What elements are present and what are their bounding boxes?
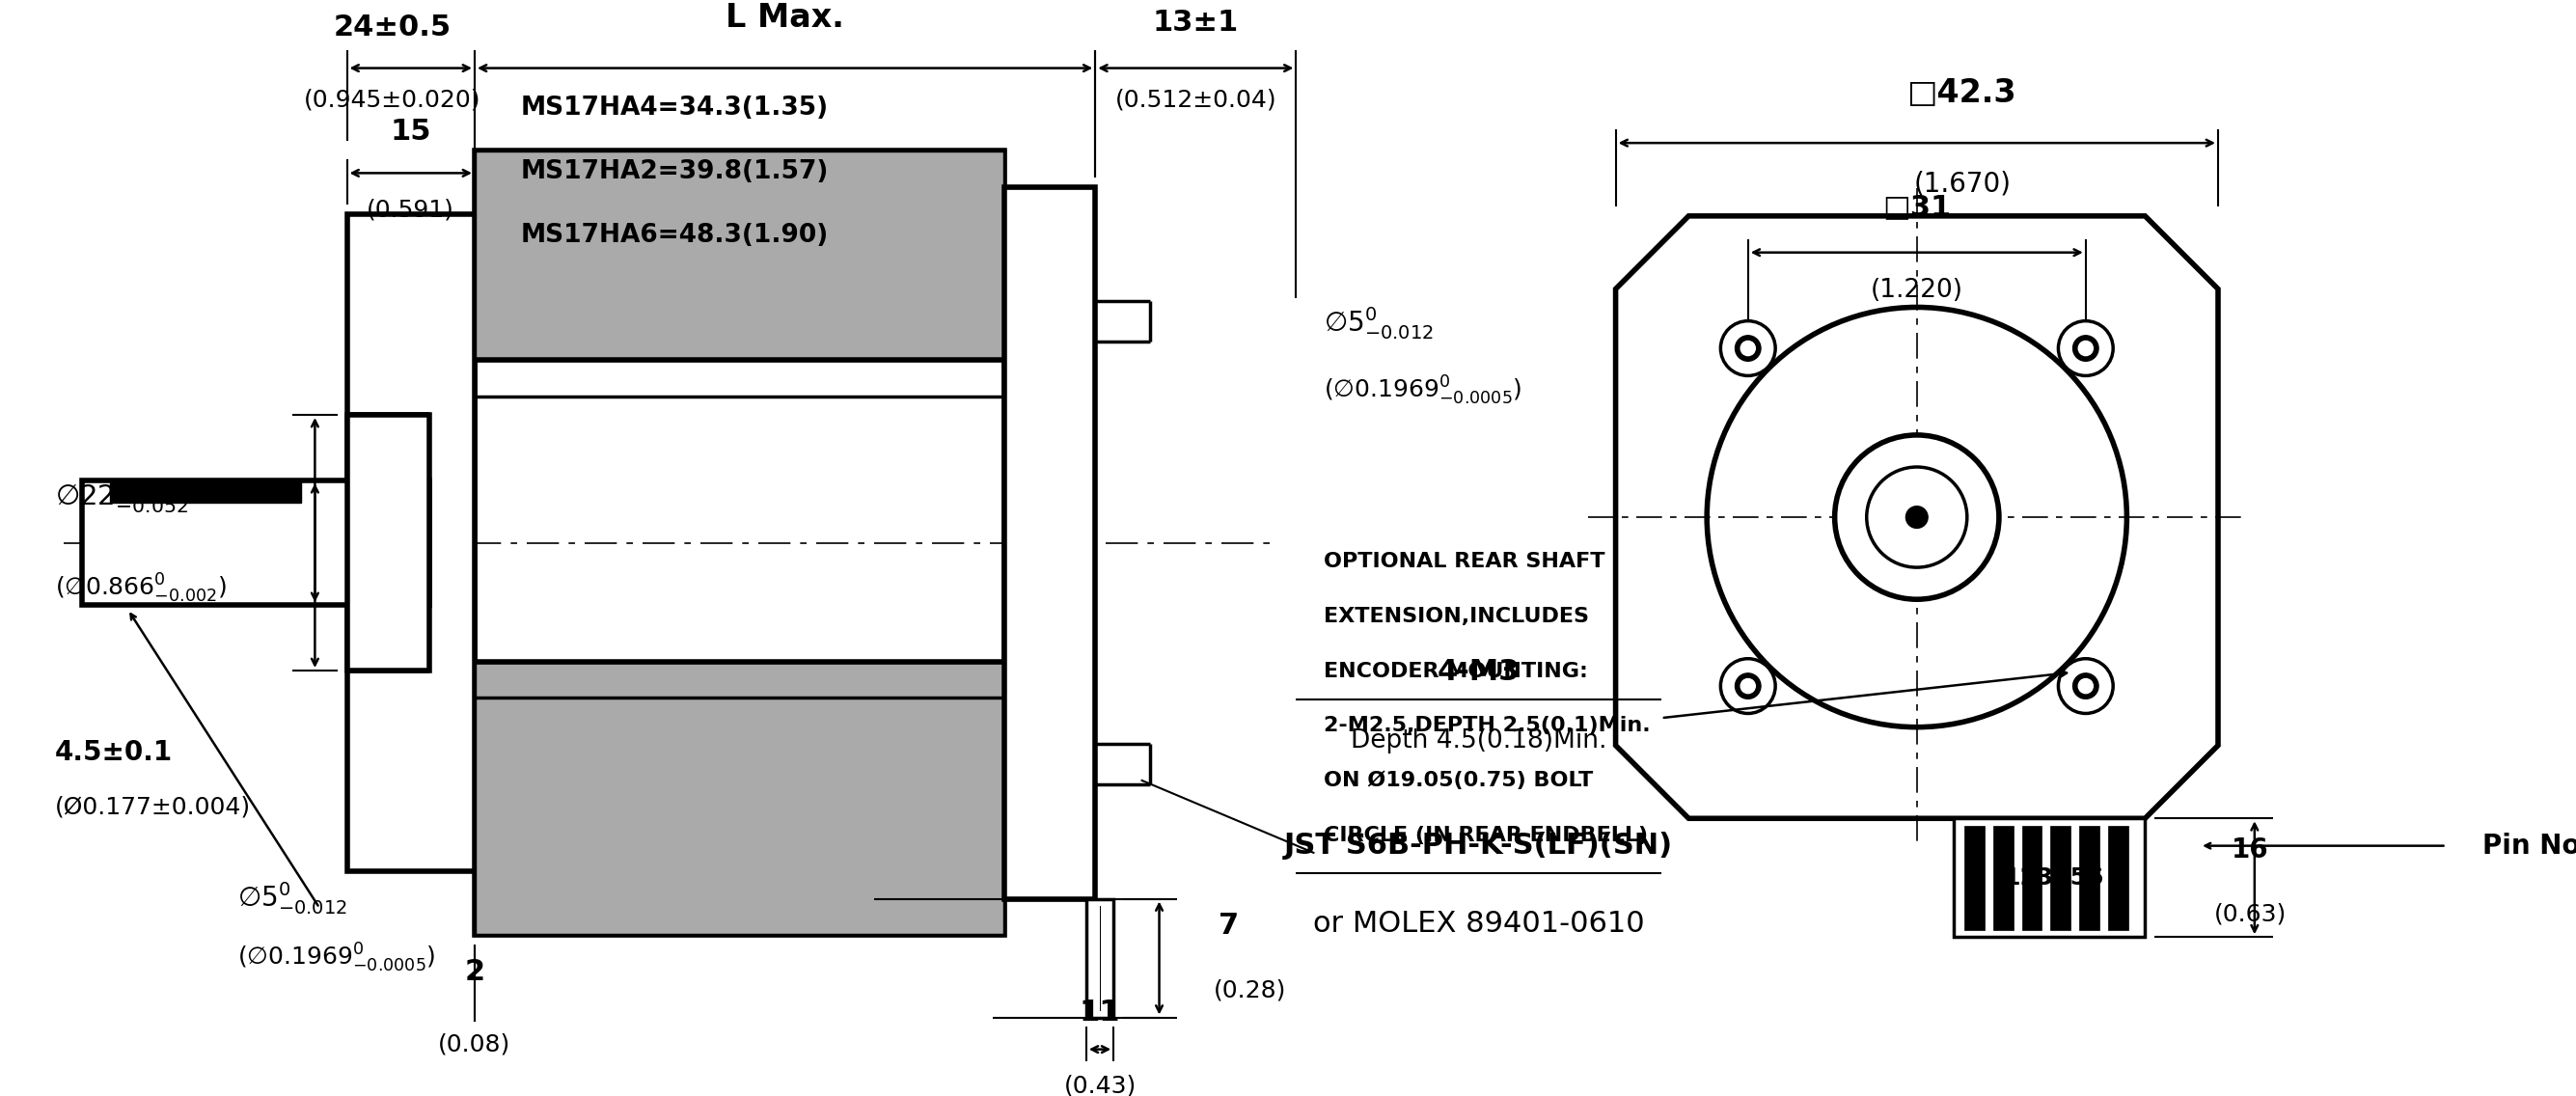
Circle shape (1721, 321, 1775, 376)
Bar (1963, 825, 1984, 929)
Text: (1.670): (1.670) (1914, 171, 2012, 197)
Text: (0.591): (0.591) (366, 198, 453, 221)
Text: (0.512±0.04): (0.512±0.04) (1115, 89, 1278, 112)
Bar (474, 150, 1005, 935)
Circle shape (2074, 335, 2099, 361)
Circle shape (1736, 673, 1762, 699)
Text: (0.43): (0.43) (1064, 1074, 1136, 1096)
Bar (348, 415, 430, 671)
Bar (82, 481, 430, 605)
Text: 123456: 123456 (2004, 866, 2105, 889)
Text: JST S6B-PH-K-S(LF)(SN): JST S6B-PH-K-S(LF)(SN) (1285, 832, 1674, 859)
Text: (Ø0.177±0.004): (Ø0.177±0.004) (54, 796, 250, 819)
Bar (1005, 186, 1095, 899)
Circle shape (1736, 335, 1762, 361)
Circle shape (1721, 659, 1775, 713)
Bar (1994, 825, 2012, 929)
Circle shape (1868, 467, 1968, 568)
Text: ($\varnothing$$0.1969^{0}_{-0.0005}$): ($\varnothing$$0.1969^{0}_{-0.0005}$) (1324, 374, 1522, 407)
Bar (2050, 825, 2071, 929)
Text: or MOLEX 89401-0610: or MOLEX 89401-0610 (1314, 910, 1643, 937)
Bar (1087, 899, 1113, 1017)
Text: □42.3: □42.3 (1909, 77, 2017, 109)
Text: 24±0.5: 24±0.5 (332, 13, 451, 41)
Text: MS17HA6=48.3(1.90): MS17HA6=48.3(1.90) (520, 224, 829, 249)
Circle shape (1741, 678, 1754, 694)
Text: 16: 16 (2231, 837, 2269, 864)
Text: 11: 11 (1079, 998, 1121, 1027)
Text: 4.5±0.1: 4.5±0.1 (54, 739, 173, 766)
Bar (111, 481, 301, 503)
Text: $\varnothing$$5^{0}_{-0.012}$: $\varnothing$$5^{0}_{-0.012}$ (1324, 306, 1432, 342)
Text: (0.945±0.020): (0.945±0.020) (304, 89, 482, 112)
Text: ($\varnothing$$0.866^{0}_{-0.002}$): ($\varnothing$$0.866^{0}_{-0.002}$) (54, 572, 227, 605)
Bar (2022, 825, 2043, 929)
Circle shape (1834, 435, 1999, 600)
Text: 4-M3: 4-M3 (1437, 659, 1520, 686)
Text: ENCODER MOUNTING:: ENCODER MOUNTING: (1324, 661, 1587, 681)
Text: MS17HA2=39.8(1.57): MS17HA2=39.8(1.57) (520, 159, 829, 184)
Text: ON Ø19.05(0.75) BOLT: ON Ø19.05(0.75) BOLT (1324, 770, 1592, 790)
Text: 2: 2 (464, 958, 484, 985)
Text: (0.08): (0.08) (438, 1034, 510, 1057)
Bar (474, 661, 1005, 935)
Circle shape (1741, 341, 1754, 355)
Text: 15: 15 (389, 118, 430, 146)
Text: CIRCLE (IN REAR ENDBELL): CIRCLE (IN REAR ENDBELL) (1324, 825, 1649, 845)
Text: MS17HA4=34.3(1.35): MS17HA4=34.3(1.35) (520, 95, 827, 121)
Circle shape (2074, 673, 2099, 699)
Text: 2-M2.5,DEPTH 2.5(0.1)Min.: 2-M2.5,DEPTH 2.5(0.1)Min. (1324, 716, 1651, 735)
Bar (2107, 825, 2128, 929)
Text: (1.220): (1.220) (1870, 278, 1963, 304)
Polygon shape (1615, 216, 2218, 819)
Circle shape (2058, 321, 2112, 376)
Bar (2079, 825, 2099, 929)
Text: L Max.: L Max. (726, 2, 845, 34)
Circle shape (2079, 678, 2094, 694)
Bar (474, 150, 1005, 361)
Text: $\varnothing$$22^{0}_{-0.052}$: $\varnothing$$22^{0}_{-0.052}$ (54, 479, 188, 515)
Text: □31: □31 (1883, 193, 1950, 220)
Text: (0.63): (0.63) (2213, 903, 2287, 926)
Circle shape (2058, 659, 2112, 713)
Text: Pin No.: Pin No. (2483, 832, 2576, 859)
Circle shape (2079, 341, 2094, 355)
Text: ($\varnothing$$0.1969^{0}_{-0.0005}$): ($\varnothing$$0.1969^{0}_{-0.0005}$) (237, 941, 435, 974)
Text: (0.28): (0.28) (1213, 979, 1288, 1002)
Text: 7: 7 (1218, 912, 1239, 940)
Text: OPTIONAL REAR SHAFT: OPTIONAL REAR SHAFT (1324, 552, 1605, 571)
Text: $\varnothing$$5^{0}_{-0.012}$: $\varnothing$$5^{0}_{-0.012}$ (237, 880, 348, 917)
Text: 13±1: 13±1 (1151, 9, 1239, 36)
Bar (1953, 819, 2146, 937)
Text: Depth 4.5(0.18)Min.: Depth 4.5(0.18)Min. (1350, 728, 1607, 753)
Bar (348, 214, 474, 871)
Circle shape (1906, 506, 1927, 528)
Text: EXTENSION,INCLUDES: EXTENSION,INCLUDES (1324, 607, 1589, 626)
